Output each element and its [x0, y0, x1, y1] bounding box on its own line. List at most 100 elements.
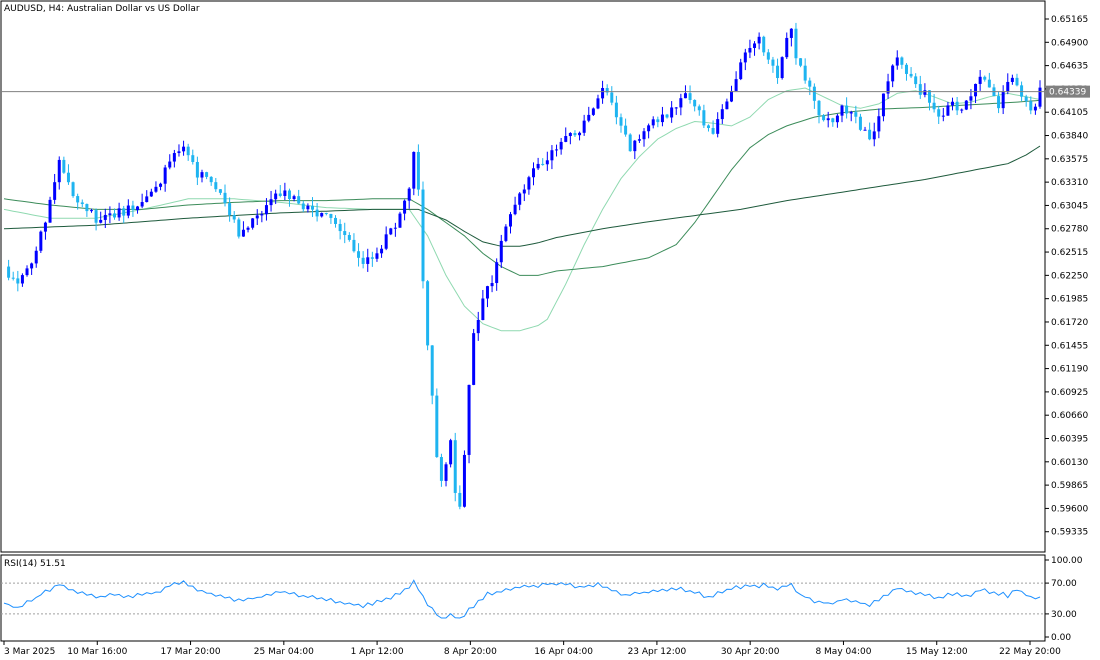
- candle: [458, 485, 462, 510]
- rsi-tick-label: 0.00: [1051, 633, 1071, 643]
- candle: [228, 197, 232, 222]
- candle-body: [633, 140, 637, 152]
- candle: [53, 173, 57, 204]
- candle: [223, 184, 227, 207]
- candle: [803, 58, 807, 84]
- time-axis: 3 Mar 2025 10 Mar 16:00 17 Mar 20:00 25 Mar…: [3, 641, 1061, 657]
- candle: [822, 114, 826, 122]
- candle-body: [904, 64, 908, 74]
- candle: [596, 94, 600, 110]
- candle-body: [858, 116, 862, 130]
- candle: [113, 208, 117, 220]
- candle-body: [301, 203, 305, 210]
- price-tick-label: 0.60660: [1051, 411, 1088, 421]
- candle: [310, 197, 314, 217]
- candle: [297, 189, 301, 205]
- candle: [334, 215, 338, 228]
- candle-body: [43, 222, 47, 232]
- candle-body: [969, 96, 973, 101]
- candle-body: [218, 189, 222, 193]
- candle-body: [568, 133, 572, 137]
- candle: [725, 98, 729, 110]
- candle: [610, 86, 614, 106]
- candle-body: [375, 253, 379, 259]
- candle: [209, 176, 213, 186]
- candle: [739, 58, 743, 81]
- candle-body: [80, 202, 84, 205]
- candle: [182, 140, 186, 156]
- candle: [412, 151, 416, 196]
- candle-body: [559, 141, 563, 150]
- rsi-tick-label: 100.00: [1051, 556, 1083, 566]
- candle: [877, 108, 881, 139]
- candle: [1024, 94, 1028, 107]
- candle: [785, 32, 789, 60]
- candle: [71, 181, 75, 198]
- candle: [734, 71, 738, 91]
- price-tick-label: 0.61985: [1051, 295, 1088, 305]
- candle-body: [191, 155, 195, 162]
- candle: [637, 134, 641, 143]
- candle-body: [168, 161, 172, 168]
- rsi-line: [3, 579, 1041, 619]
- candle-body: [637, 139, 641, 141]
- candle: [730, 85, 734, 103]
- candle: [43, 221, 47, 240]
- candle: [264, 198, 268, 221]
- candle-body: [30, 263, 34, 269]
- candle: [218, 189, 222, 195]
- candle-body: [706, 125, 710, 129]
- candle: [11, 271, 15, 281]
- price-axis: 0.651650.649000.646350.643700.641050.638…: [1, 15, 1090, 538]
- candle: [186, 143, 190, 161]
- candle: [900, 56, 904, 69]
- candle-body: [131, 205, 135, 211]
- candle: [338, 219, 342, 240]
- candle: [66, 164, 70, 185]
- candle-body: [610, 92, 614, 103]
- candle-body: [481, 298, 485, 321]
- candle-body: [927, 90, 931, 103]
- candle: [918, 75, 922, 99]
- candle: [1001, 85, 1005, 115]
- moving-average-slow: [3, 145, 1041, 247]
- candle: [679, 93, 683, 116]
- candle: [946, 101, 950, 116]
- candle: [812, 83, 816, 109]
- candle: [246, 226, 250, 233]
- candle: [16, 270, 20, 292]
- candle: [914, 73, 918, 88]
- candle-body: [776, 65, 780, 79]
- candle-body: [536, 163, 540, 169]
- candle-body: [398, 213, 402, 228]
- candle: [766, 49, 770, 65]
- candle: [619, 113, 623, 133]
- candle-body: [113, 213, 117, 218]
- candle: [573, 130, 577, 138]
- candle-body: [799, 58, 803, 66]
- time-tick-label: 16 Apr 04:00: [534, 647, 593, 657]
- candle: [881, 93, 885, 122]
- candle-body: [416, 151, 420, 190]
- price-tick-label: 0.62780: [1051, 225, 1088, 235]
- candle-body: [241, 229, 245, 237]
- candle-body: [697, 106, 701, 111]
- candle: [753, 41, 757, 56]
- candle-body: [145, 196, 149, 203]
- candle-body: [412, 151, 416, 189]
- candle-body: [789, 28, 793, 38]
- time-tick-label: 30 Apr 20:00: [721, 647, 780, 657]
- candle: [527, 175, 531, 195]
- candle: [997, 91, 1001, 114]
- price-tick-label: 0.63045: [1051, 201, 1088, 211]
- candle-body: [504, 226, 508, 241]
- candle: [62, 156, 66, 174]
- candle: [826, 111, 830, 128]
- candle-body: [513, 204, 517, 215]
- candle-body: [122, 208, 126, 216]
- candle: [633, 139, 637, 160]
- candle: [430, 345, 434, 405]
- candle: [195, 156, 199, 186]
- candle-body: [426, 281, 430, 346]
